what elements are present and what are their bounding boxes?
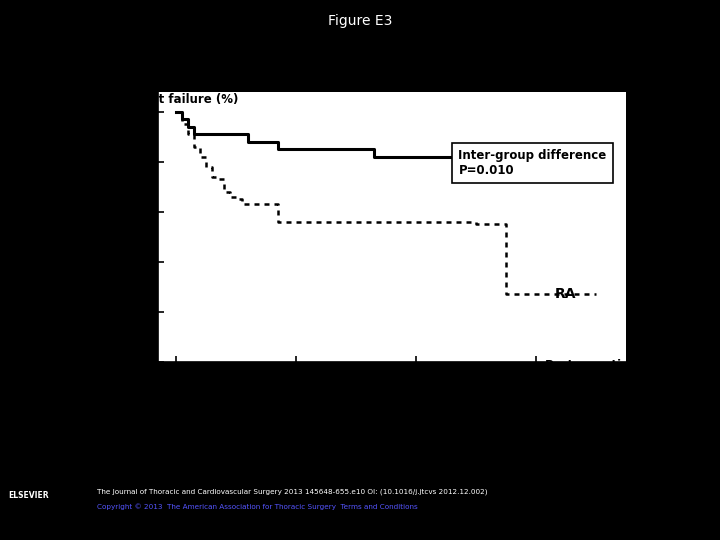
Text: Copyright © 2013  The American Association for Thoracic Surgery  Terms and Condi: Copyright © 2013 The American Associatio… [97, 503, 418, 510]
Text: 33: 33 [168, 397, 185, 410]
Text: 8: 8 [292, 433, 301, 447]
Text: Inter-group difference
P=0.010: Inter-group difference P=0.010 [459, 149, 607, 177]
Text: 1: 1 [532, 433, 541, 447]
Text: Patients at risk: Patients at risk [94, 376, 189, 387]
Text: 3: 3 [532, 397, 541, 410]
Text: 12: 12 [288, 397, 305, 410]
Text: 5: 5 [412, 397, 420, 410]
Text: 23: 23 [168, 433, 185, 447]
Text: 3: 3 [412, 433, 420, 447]
Text: Freedom from
treatment failure (%): Freedom from treatment failure (%) [97, 78, 238, 106]
Text: ELSEVIER: ELSEVIER [9, 491, 49, 501]
Text: RA: RA [150, 433, 169, 447]
Text: BA: BA [554, 150, 576, 164]
Text: RA: RA [554, 287, 576, 301]
Text: The Journal of Thoracic and Cardiovascular Surgery 2013 145648-655.e10 OI: (10.1: The Journal of Thoracic and Cardiovascul… [97, 489, 487, 495]
Text: Postoperative
months: Postoperative months [544, 359, 637, 387]
Text: Figure E3: Figure E3 [328, 14, 392, 28]
Text: BA: BA [150, 397, 169, 410]
